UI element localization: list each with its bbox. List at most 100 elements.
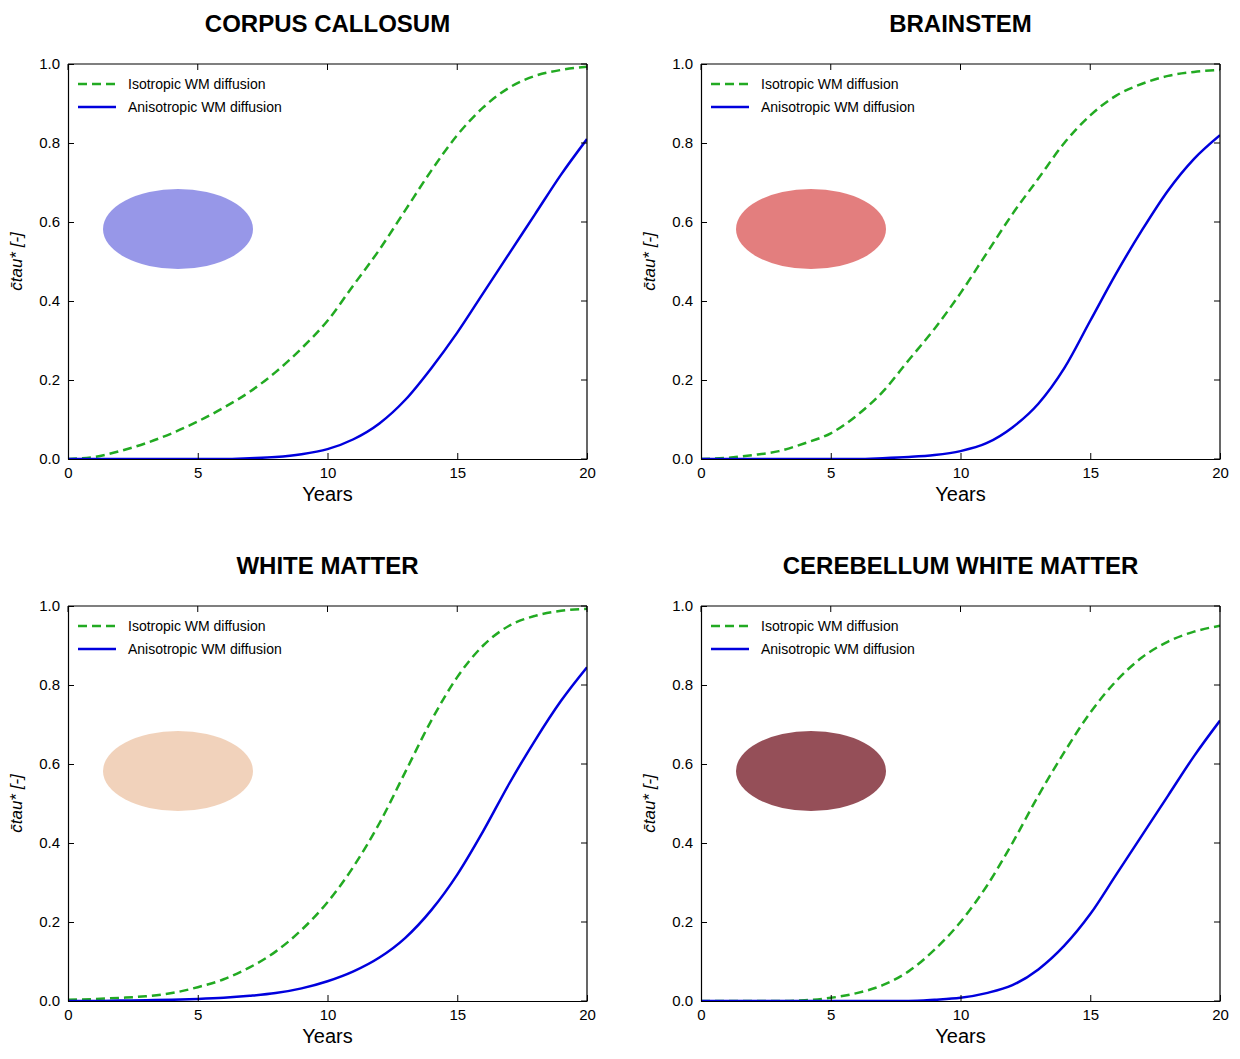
tick-mark — [1090, 606, 1091, 612]
tick-mark — [581, 685, 587, 686]
tick-label: 0.4 — [39, 834, 60, 851]
tick: 0.4 — [39, 292, 74, 309]
axis-line — [69, 1001, 588, 1002]
series-line — [701, 70, 1220, 459]
tick-label: 15 — [449, 1006, 466, 1023]
tick: 0.8 — [672, 676, 707, 693]
tick-mark — [831, 453, 832, 459]
series-line — [701, 135, 1220, 459]
tick-mark — [581, 380, 587, 381]
tick-label: 0 — [697, 1006, 705, 1023]
tick-mark — [457, 453, 458, 459]
tick: 0.2 — [39, 371, 74, 388]
tick: 0.6 — [672, 213, 707, 230]
tick: 10 — [320, 453, 337, 481]
tick-mark — [68, 685, 74, 686]
tick: 5 — [827, 995, 835, 1023]
region-icon — [103, 731, 253, 811]
tick-mark — [68, 843, 74, 844]
tick-mark — [1214, 380, 1220, 381]
x-axis-title: Years — [302, 1025, 352, 1047]
tick-label: 0.6 — [672, 213, 693, 230]
tick-mark — [831, 995, 832, 1001]
tick-mark — [581, 843, 587, 844]
tick-mark — [701, 606, 702, 612]
tick-mark — [701, 301, 707, 302]
frame — [586, 606, 587, 1001]
tick-mark — [1090, 64, 1091, 70]
legend-label: Anisotropic WM diffusion — [761, 99, 915, 115]
tick-label: 1.0 — [39, 597, 60, 614]
tick-label: 1.0 — [39, 55, 60, 72]
panel: CEREBELLUM WHITE MATTER051015200.00.20.4… — [640, 552, 1229, 1047]
panel-title: CORPUS CALLOSUM — [205, 10, 450, 37]
legend-label: Anisotropic WM diffusion — [128, 99, 282, 115]
tick-mark — [68, 764, 74, 765]
tick-label: 0.8 — [672, 134, 693, 151]
tick: 15 — [1082, 995, 1099, 1023]
legend-swatch — [711, 648, 749, 651]
plot-area — [68, 67, 587, 459]
tick-label: 15 — [1082, 1006, 1099, 1023]
frame — [1219, 64, 1220, 459]
tick: 0.2 — [672, 913, 707, 930]
tick-mark — [68, 606, 69, 612]
axis-line — [701, 607, 702, 1002]
tick-label: 0 — [697, 464, 705, 481]
tick-mark — [701, 143, 707, 144]
x-axis-title: Years — [935, 1025, 985, 1047]
tick-label: 0.8 — [39, 676, 60, 693]
panel-title: WHITE MATTER — [236, 552, 418, 579]
tick-label: 0.2 — [672, 913, 693, 930]
tick-mark — [701, 1001, 707, 1002]
figure: CORPUS CALLOSUM051015200.00.20.40.60.81.… — [0, 0, 1240, 1059]
tick-mark — [68, 459, 74, 460]
x-axis: 05101520 — [697, 453, 1229, 481]
tick: 0.0 — [39, 992, 74, 1009]
tick-label: 0.2 — [39, 371, 60, 388]
tick: 0.8 — [672, 134, 707, 151]
y-axis: 0.00.20.40.60.81.0 — [672, 55, 707, 467]
y-axis: 0.00.20.40.60.81.0 — [672, 597, 707, 1009]
x-axis-title: Years — [935, 483, 985, 505]
y-axis: 0.00.20.40.60.81.0 — [39, 55, 74, 467]
tick: 0.4 — [39, 834, 74, 851]
region-icon — [736, 189, 886, 269]
tick: 0.0 — [672, 992, 707, 1009]
tick: 0.6 — [672, 755, 707, 772]
x-axis: 05101520 — [697, 995, 1229, 1023]
tick-label: 0.2 — [672, 371, 693, 388]
axis-line — [702, 1001, 1221, 1002]
tick-label: 0.6 — [39, 755, 60, 772]
y-axis-title: c̄tau* [-] — [640, 231, 659, 291]
tick-mark — [581, 459, 587, 460]
plot-area — [701, 70, 1220, 459]
tick-label: 15 — [449, 464, 466, 481]
plot-area — [701, 626, 1220, 1001]
region-icon — [736, 731, 886, 811]
tick-mark — [1090, 995, 1091, 1001]
tick-mark — [68, 222, 74, 223]
tick-mark — [198, 995, 199, 1001]
series-line — [701, 721, 1220, 1001]
legend-label: Anisotropic WM diffusion — [128, 641, 282, 657]
tick-mark — [830, 606, 831, 612]
tick: 0.0 — [672, 450, 707, 467]
panel-title: BRAINSTEM — [889, 10, 1032, 37]
panel: CORPUS CALLOSUM051015200.00.20.40.60.81.… — [7, 10, 596, 505]
legend-swatch — [78, 625, 116, 628]
tick-label: 0 — [64, 1006, 72, 1023]
tick-mark — [1220, 606, 1221, 612]
tick-mark — [198, 453, 199, 459]
tick: 0.0 — [39, 450, 74, 467]
legend-swatch — [78, 648, 116, 651]
tick-mark — [961, 453, 962, 459]
tick-mark — [457, 995, 458, 1001]
tick: 0.4 — [672, 292, 707, 309]
tick-mark — [581, 222, 587, 223]
legend-label: Anisotropic WM diffusion — [761, 641, 915, 657]
tick-mark — [457, 606, 458, 612]
tick-mark — [587, 606, 588, 612]
tick: 0.8 — [39, 676, 74, 693]
tick-mark — [1214, 764, 1220, 765]
